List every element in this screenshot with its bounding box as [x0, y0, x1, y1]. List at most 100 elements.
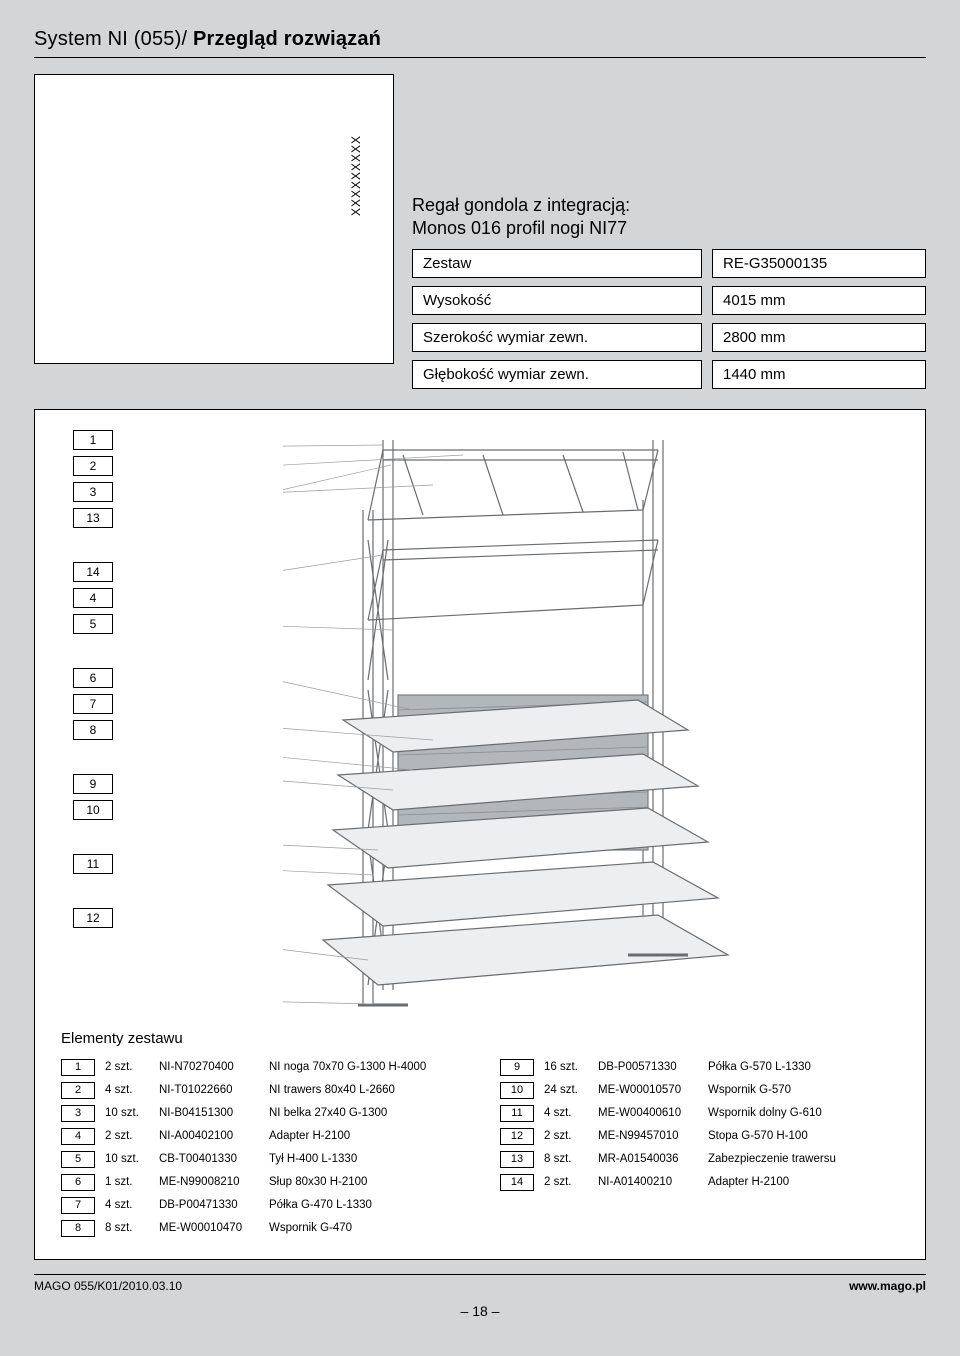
part-desc: Półka G-570 L-1330 [708, 1061, 899, 1073]
spec-row: Głębokość wymiar zewn. 1440 mm [412, 360, 926, 389]
callout-group: 11 [73, 854, 113, 874]
parts-list-title: Elementy zestawu [61, 1030, 907, 1047]
part-qty: 2 szt. [544, 1176, 588, 1188]
part-row: 510 szt.CB-T00401330Tył H-400 L-1330 [61, 1151, 460, 1168]
spec-panel: Regał gondola z integracją: Monos 016 pr… [394, 74, 926, 397]
part-code: ME-N99008210 [159, 1176, 259, 1188]
callout-box: 8 [73, 720, 113, 740]
part-number-box: 10 [500, 1082, 534, 1099]
product-title-line1: Regał gondola z integracją: [412, 194, 926, 217]
part-number-box: 2 [61, 1082, 95, 1099]
callout-box: 12 [73, 908, 113, 928]
header-title: Przegląd rozwiązań [193, 28, 381, 50]
part-desc: Wspornik G-570 [708, 1084, 899, 1096]
spec-label: Szerokość wymiar zewn. [412, 323, 702, 352]
part-row: 74 szt.DB-P00471330Półka G-470 L-1330 [61, 1197, 460, 1214]
part-number-box: 6 [61, 1174, 95, 1191]
part-desc: Adapter H-2100 [269, 1130, 460, 1142]
callout-box: 2 [73, 456, 113, 476]
part-code: ME-W00010470 [159, 1222, 259, 1234]
part-number-box: 4 [61, 1128, 95, 1145]
part-row: 4 2 szt. NI-A00402100 Adapter H-2100 [61, 1128, 460, 1145]
part-qty: 10 szt. [105, 1107, 149, 1119]
callout-box: 3 [73, 482, 113, 502]
part-qty: 16 szt. [544, 1061, 588, 1073]
callout-box: 9 [73, 774, 113, 794]
part-code: MR-A01540036 [598, 1153, 698, 1165]
part-row: 114 szt.ME-W00400610Wspornik dolny G-610 [500, 1105, 899, 1122]
spec-row: Szerokość wymiar zewn. 2800 mm [412, 323, 926, 352]
part-qty: 4 szt. [105, 1084, 149, 1096]
part-qty: 2 szt. [105, 1061, 149, 1073]
part-desc: Wspornik dolny G-610 [708, 1107, 899, 1119]
parts-col-right: 9 16 szt. DB-P00571330 Półka G-570 L-1330 10… [500, 1059, 899, 1243]
part-desc: Półka G-470 L-1330 [269, 1199, 460, 1211]
part-qty: 1 szt. [105, 1176, 149, 1188]
part-code: NI-B04151300 [159, 1107, 259, 1119]
part-code: NI-A01400210 [598, 1176, 698, 1188]
part-desc: NI noga 70x70 G-1300 H-4000 [269, 1061, 460, 1073]
part-number-box: 1 [61, 1059, 95, 1076]
page-header: System NI (055)/ Przegląd rozwiązań [34, 28, 926, 58]
callout-box: 14 [73, 562, 113, 582]
part-desc: NI trawers 80x40 L-2660 [269, 1084, 460, 1096]
part-desc: NI belka 27x40 G-1300 [269, 1107, 460, 1119]
part-desc: Adapter H-2100 [708, 1176, 899, 1188]
page-number: – 18 – [34, 1303, 926, 1319]
part-qty: 4 szt. [105, 1199, 149, 1211]
callout-group: 6 7 8 [73, 668, 113, 740]
top-row: XXXXXXXXX Regał gondola z integracją: Mo… [34, 74, 926, 397]
part-number-box: 8 [61, 1220, 95, 1237]
part-row: 12 2 szt. ME-N99457010 Stopa G-570 H-100 [500, 1128, 899, 1145]
part-number-box: 9 [500, 1059, 534, 1076]
part-code: NI-N70270400 [159, 1061, 259, 1073]
part-row: 1 2 szt. NI-N70270400 NI noga 70x70 G-1300 … [61, 1059, 460, 1076]
product-title: Regał gondola z integracją: Monos 016 pr… [412, 74, 926, 241]
callout-box: 4 [73, 588, 113, 608]
parts-col-left: 1 2 szt. NI-N70270400 NI noga 70x70 G-1300 … [61, 1059, 460, 1243]
part-qty: 2 szt. [105, 1130, 149, 1142]
part-number-box: 3 [61, 1105, 95, 1122]
part-desc: Tył H-400 L-1330 [269, 1153, 460, 1165]
part-number-box: 7 [61, 1197, 95, 1214]
part-row: 61 szt.ME-N99008210Słup 80x30 H-2100 [61, 1174, 460, 1191]
spec-value: 2800 mm [712, 323, 926, 352]
spec-row: Wysokość4015 mm [412, 286, 926, 315]
part-code: NI-A00402100 [159, 1130, 259, 1142]
part-qty: 2 szt. [544, 1130, 588, 1142]
part-row: 14 2 szt. NI-A01400210 Adapter H-2100 [500, 1174, 899, 1191]
part-number-box: 13 [500, 1151, 534, 1168]
part-number-box: 5 [61, 1151, 95, 1168]
callout-box: 6 [73, 668, 113, 688]
part-number-box: 14 [500, 1174, 534, 1191]
part-desc: Zabezpieczenie trawersu [708, 1153, 899, 1165]
part-code: ME-N99457010 [598, 1130, 698, 1142]
part-code: DB-P00571330 [598, 1061, 698, 1073]
part-qty: 24 szt. [544, 1084, 588, 1096]
callout-group: 910 [73, 774, 113, 820]
part-desc: Stopa G-570 H-100 [708, 1130, 899, 1142]
shelving-diagram [283, 430, 843, 1020]
part-row: 88 szt.ME-W00010470Wspornik G-470 [61, 1220, 460, 1237]
footer-url: www.mago.pl [849, 1279, 926, 1293]
part-desc: Wspornik G-470 [269, 1222, 460, 1234]
spec-value: 1440 mm [712, 360, 926, 389]
callout-group: 12313 [73, 430, 113, 528]
image-placeholder-box: XXXXXXXXX [34, 74, 394, 364]
part-row: 3 10 szt. NI-B04151300 NI belka 27x40 G-130… [61, 1105, 460, 1122]
part-code: NI-T01022660 [159, 1084, 259, 1096]
callout-group: 1445 [73, 562, 113, 634]
part-qty: 4 szt. [544, 1107, 588, 1119]
spec-label: Wysokość [412, 286, 702, 315]
part-number-box: 12 [500, 1128, 534, 1145]
footer: MAGO 055/K01/2010.03.10 www.mago.pl [34, 1274, 926, 1293]
spec-label: Głębokość wymiar zewn. [412, 360, 702, 389]
part-number-box: 11 [500, 1105, 534, 1122]
spec-row: ZestawRE-G35000135 [412, 249, 926, 278]
callout-group: 12 [73, 908, 113, 928]
part-row: 138 szt.MR-A01540036Zabezpieczenie trawe… [500, 1151, 899, 1168]
callout-box: 11 [73, 854, 113, 874]
callout-box: 1 [73, 430, 113, 450]
callout-box: 7 [73, 694, 113, 714]
spec-label: Zestaw [412, 249, 702, 278]
